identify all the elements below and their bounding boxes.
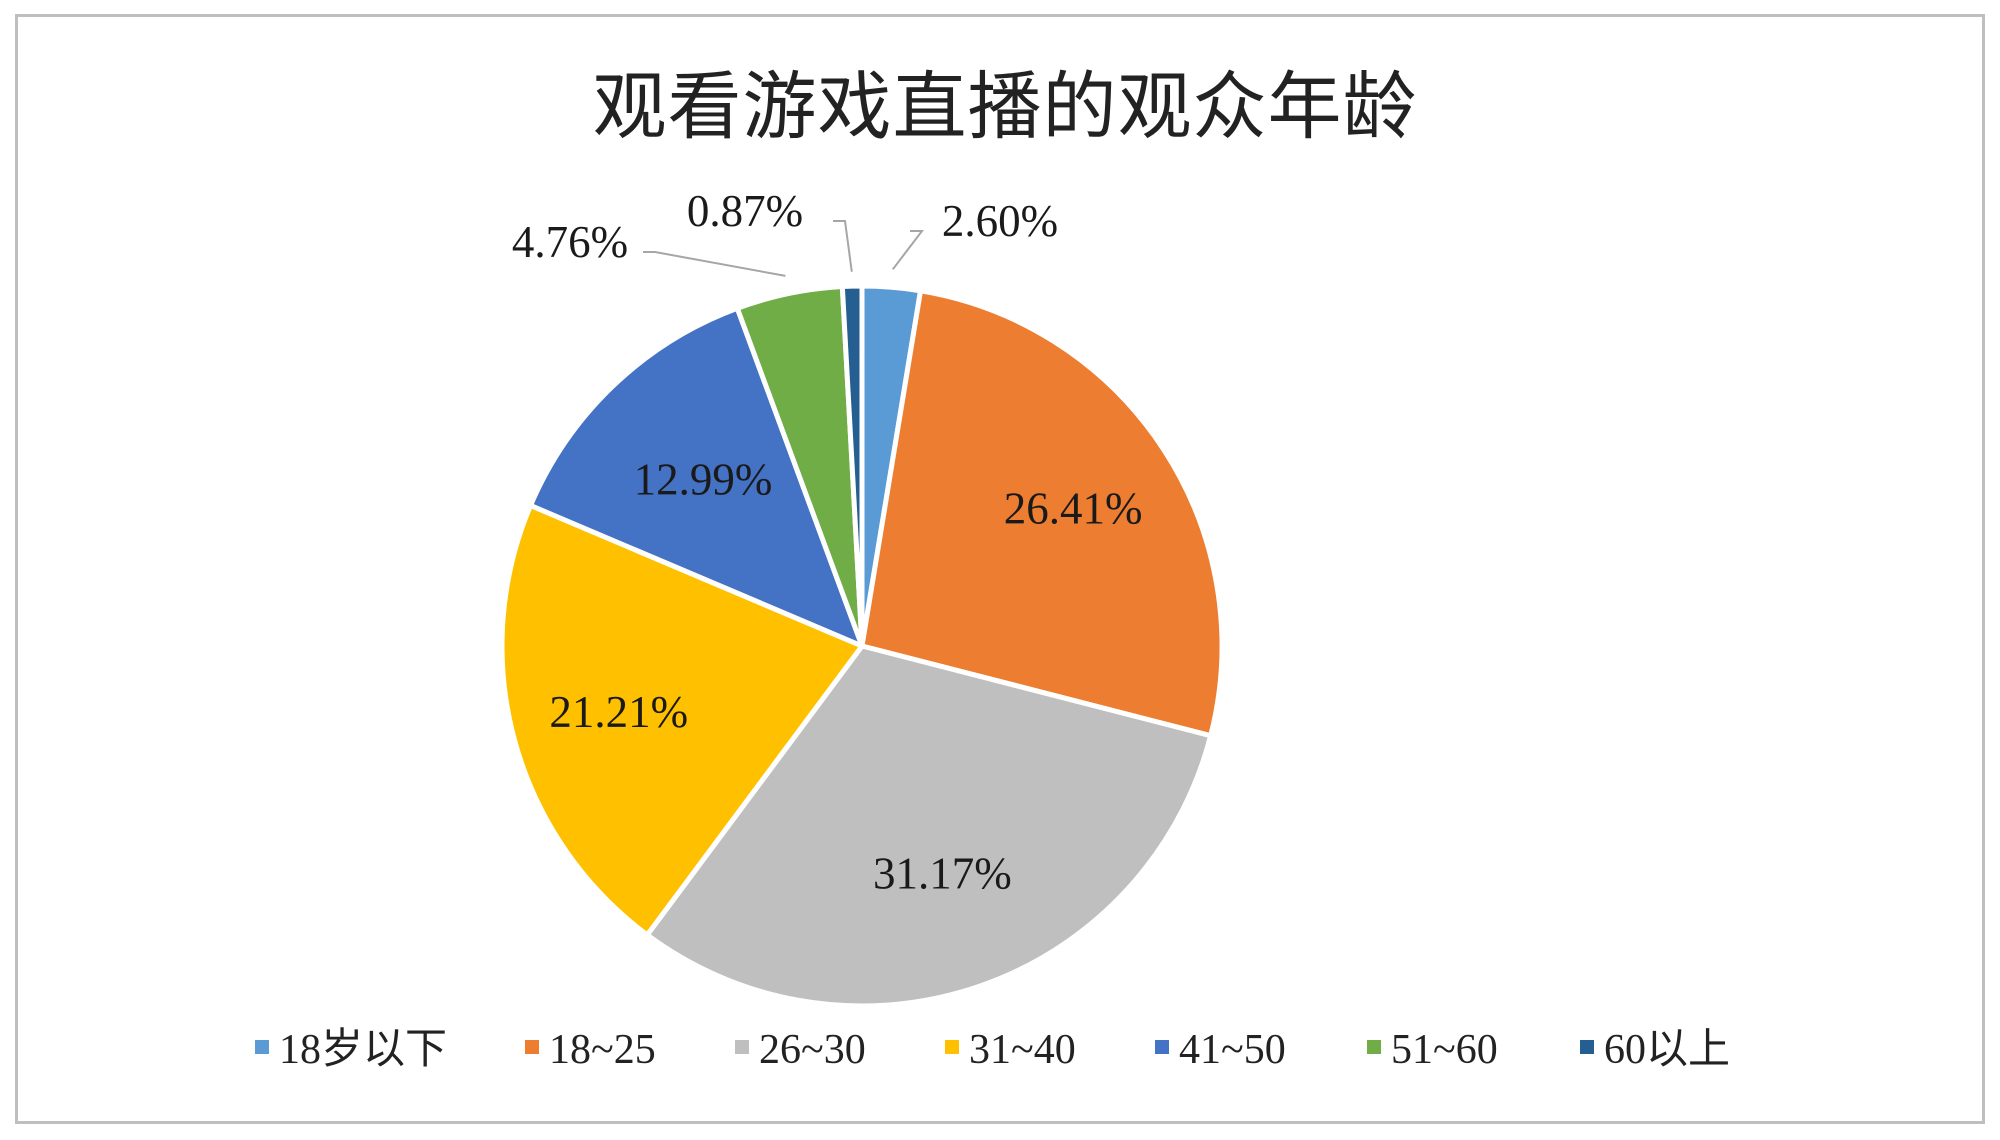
- legend-label-4: 31~40: [969, 1027, 1076, 1073]
- legend-item-6: 51~60: [1367, 1027, 1498, 1073]
- leader-line-7: [833, 220, 853, 272]
- data-label-3: 31.17%: [873, 848, 1012, 898]
- legend-item-2: 18~25: [525, 1027, 656, 1073]
- legend-item-3: 26~30: [735, 1027, 866, 1073]
- legend-label-7: 60以上: [1604, 1027, 1730, 1073]
- data-label-5: 12.99%: [634, 454, 773, 504]
- legend-item-4: 31~40: [945, 1027, 1076, 1073]
- legend-item-1: 18岁以下: [255, 1026, 447, 1073]
- legend-label-1: 18岁以下: [279, 1026, 447, 1073]
- pie-slice-7: [839, 283, 865, 649]
- chart-title: 观看游戏直播的观众年龄: [593, 64, 1418, 150]
- legend-label-5: 41~50: [1179, 1027, 1286, 1073]
- legend-swatch-6: [1367, 1040, 1381, 1054]
- pie-slice-4: [499, 502, 865, 938]
- legend-label-2: 18~25: [549, 1027, 656, 1073]
- pie-slice-5: [528, 305, 865, 649]
- data-label-6: 4.76%: [512, 217, 628, 267]
- legend: 18岁以下 18~25 26~30 31~40 41~50 51~60 60以上: [255, 1026, 1730, 1073]
- data-label-4: 21.21%: [549, 687, 688, 737]
- data-label-1: 2.60%: [942, 196, 1058, 246]
- data-labels: 2.60% 26.41% 31.17% 21.21% 12.99% 4.76% 0.87%: [512, 186, 1143, 898]
- legend-label-6: 51~60: [1391, 1027, 1498, 1073]
- leader-line-1: [892, 230, 925, 270]
- legend-swatch-1: [255, 1040, 269, 1054]
- legend-swatch-4: [945, 1040, 959, 1054]
- data-label-2: 26.41%: [1004, 483, 1143, 533]
- pie-slice-3: [644, 643, 1214, 1009]
- legend-swatch-3: [735, 1040, 749, 1054]
- pie-slice-2: [859, 288, 1225, 739]
- legend-swatch-2: [525, 1040, 539, 1054]
- leader-line-6: [643, 251, 786, 277]
- legend-label-3: 26~30: [759, 1027, 866, 1073]
- data-label-7: 0.87%: [687, 186, 803, 236]
- pie-slices: [499, 283, 1225, 1009]
- leader-lines: [643, 220, 925, 277]
- legend-item-5: 41~50: [1155, 1027, 1286, 1073]
- legend-item-7: 60以上: [1580, 1027, 1730, 1073]
- legend-swatch-5: [1155, 1040, 1169, 1054]
- legend-swatch-7: [1580, 1040, 1594, 1054]
